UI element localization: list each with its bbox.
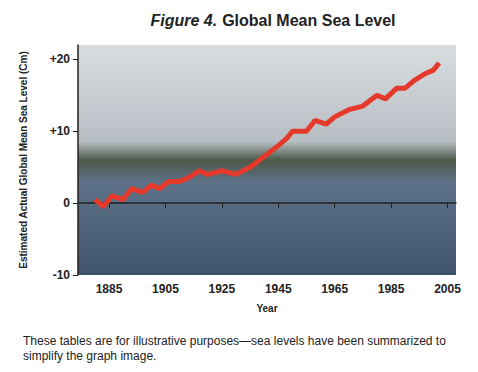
svg-text:1945: 1945 <box>265 282 292 296</box>
svg-text:1905: 1905 <box>152 282 179 296</box>
svg-text:simplify the graph image.: simplify the graph image. <box>23 349 156 363</box>
svg-text:1925: 1925 <box>209 282 236 296</box>
svg-text:Figure 4.: Figure 4. <box>150 12 217 29</box>
svg-text:-10: -10 <box>53 268 71 282</box>
svg-text:1885: 1885 <box>96 282 123 296</box>
svg-text:+10: +10 <box>50 124 71 138</box>
svg-text:+20: +20 <box>50 52 71 66</box>
svg-text:1965: 1965 <box>321 282 348 296</box>
svg-text:Estimated Actual Global Mean S: Estimated Actual Global Mean Sea Level (… <box>18 51 29 268</box>
svg-text:1985: 1985 <box>378 282 405 296</box>
svg-text:Global Mean Sea Level: Global Mean Sea Level <box>222 12 395 29</box>
svg-text:These tables are for illustrat: These tables are for illustrative purpos… <box>23 334 449 348</box>
svg-text:0: 0 <box>63 196 70 210</box>
svg-text:2005: 2005 <box>434 282 461 296</box>
svg-text:Year: Year <box>256 303 277 314</box>
